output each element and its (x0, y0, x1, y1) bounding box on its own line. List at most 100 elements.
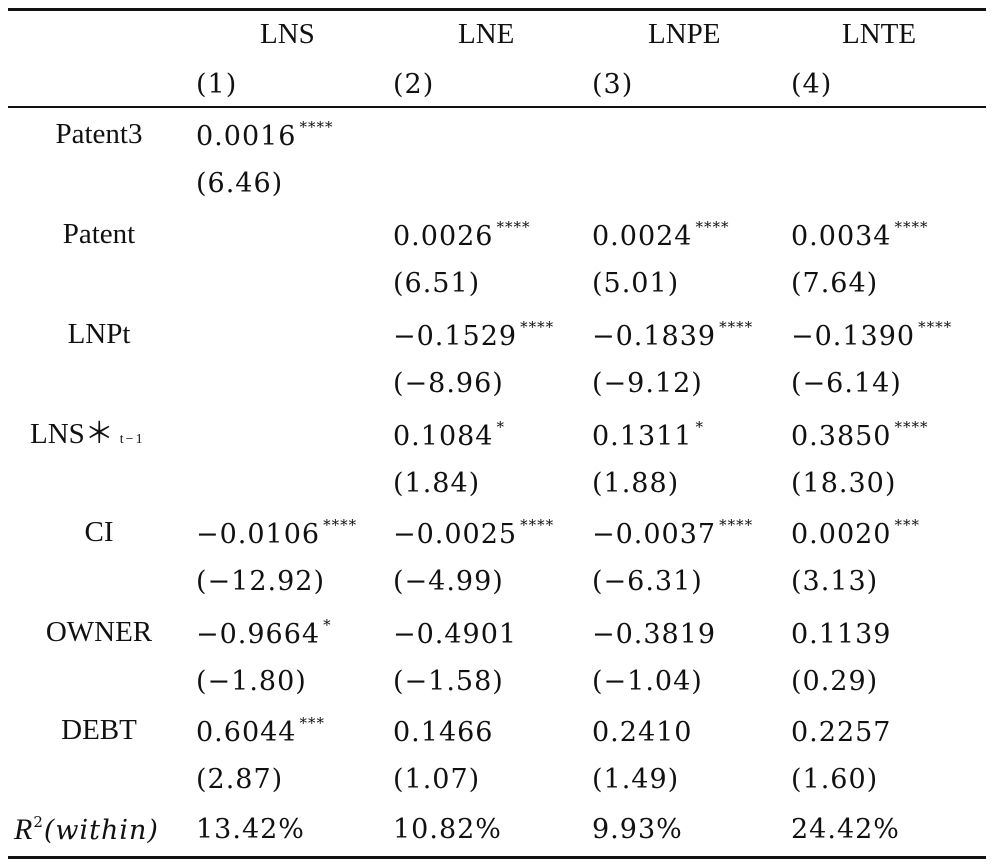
coef-lns-lag-3: 0.1311 * (592, 418, 704, 451)
column-header-4: LNTE (842, 18, 917, 50)
row-label-patent3: Patent3 (55, 118, 143, 150)
row-label-owner: OWNER (45, 616, 153, 648)
coef-owner-1: −0.9664 * (196, 616, 332, 650)
row-label-lns-lag: LNS＊ t−1 (30, 420, 145, 449)
coef-debt-2: 0.1466 (393, 716, 496, 746)
tstat-owner-2: (−1.58) (393, 666, 504, 697)
significance-stars: **** (918, 318, 953, 336)
row-label-debt: DEBT (61, 714, 137, 746)
tstat-owner-3: (−1.04) (592, 666, 703, 697)
coef-value: −0.1839 (592, 321, 717, 352)
tstat-patent-3: (5.01) (592, 268, 680, 299)
significance-stars: * (323, 616, 332, 634)
coef-value: 0.6044 (196, 717, 297, 748)
tstat-owner-4: (0.29) (791, 666, 879, 697)
tstat-lns-lag-2: (1.84) (393, 468, 481, 499)
tstat-debt-3: (1.49) (592, 764, 680, 795)
coef-patent-2: 0.0026 **** (393, 218, 531, 252)
coef-ci-2: −0.0025 **** (393, 516, 555, 549)
significance-stars: **** (520, 516, 555, 534)
coef-value: 0.1084 (393, 421, 494, 452)
tstat-lnpt-2: (−8.96) (393, 368, 504, 399)
coef-debt-3: 0.2410 (592, 716, 695, 746)
coef-value: −0.4901 (393, 619, 518, 650)
tstat-owner-1: (−1.80) (196, 666, 307, 697)
significance-stars: **** (299, 118, 334, 136)
significance-stars: **** (520, 318, 555, 336)
column-number-4: (4) (791, 69, 833, 100)
coef-value: −0.1529 (393, 321, 518, 352)
coef-value: 0.0034 (791, 221, 892, 252)
coef-value: 0.2257 (791, 717, 892, 748)
row-label-patent: Patent (62, 218, 136, 250)
significance-stars: *** (299, 714, 325, 732)
significance-stars: **** (719, 318, 754, 336)
coef-value: −0.9664 (196, 619, 321, 650)
coef-value: −0.1390 (791, 321, 916, 352)
tstat-ci-4: (3.13) (791, 566, 879, 597)
row-label-lnpt: LNPt (67, 318, 131, 350)
coef-lnpt-4: −0.1390 **** (791, 318, 953, 352)
coef-value: −0.3819 (592, 619, 717, 650)
r2-symbol: R (14, 813, 34, 846)
coef-owner-2: −0.4901 (393, 618, 520, 648)
column-number-3: (3) (592, 69, 634, 100)
coef-lnpt-2: −0.1529 **** (393, 318, 555, 352)
r2-value-3: 9.93% (592, 814, 683, 845)
table-bottom-rule (8, 856, 986, 859)
coef-ci-4: 0.0020 *** (791, 516, 920, 550)
tstat-ci-2: (−4.99) (393, 566, 504, 597)
tstat-lns-lag-4: (18.30) (791, 468, 897, 499)
coef-lnpt-3: −0.1839 **** (592, 318, 754, 352)
significance-stars: **** (894, 218, 929, 236)
tstat-lnpt-3: (−9.12) (592, 368, 703, 399)
coef-owner-4: 0.1139 (791, 618, 894, 648)
tstat-lnpt-4: (−6.14) (791, 368, 902, 399)
coef-value: 0.0016 (196, 121, 297, 152)
row-label-lns-lag-main: LNS＊ (30, 418, 114, 450)
tstat-debt-2: (1.07) (393, 764, 481, 795)
significance-stars: * (496, 418, 505, 436)
coef-value: 0.3850 (791, 421, 892, 452)
significance-stars: **** (695, 218, 730, 236)
r2-value-4: 24.42% (791, 814, 900, 845)
coef-value: −0.0037 (592, 519, 717, 550)
coef-debt-4: 0.2257 (791, 716, 894, 746)
row-label-ci: CI (84, 516, 114, 548)
significance-stars: * (695, 418, 704, 436)
coef-patent3-1: 0.0016 **** (196, 118, 334, 152)
table-top-rule (8, 8, 986, 11)
coef-value: 0.0020 (791, 519, 892, 550)
coef-lns-lag-2: 0.1084 * (393, 418, 505, 452)
coef-debt-1: 0.6044 *** (196, 714, 325, 748)
coef-patent-4: 0.0034 **** (791, 218, 929, 252)
r2-within: (within) (43, 815, 159, 846)
column-header-2: LNE (458, 18, 515, 50)
tstat-patent3-1: (6.46) (196, 168, 284, 199)
column-header-3: LNPE (648, 18, 721, 50)
coef-value: 0.2410 (592, 717, 693, 748)
coef-patent-3: 0.0024 **** (592, 218, 730, 252)
tstat-lns-lag-3: (1.88) (592, 468, 680, 499)
r2-value-2: 10.82% (393, 814, 502, 845)
column-number-2: (2) (393, 69, 435, 100)
row-label-r2: R2(within) (14, 815, 159, 845)
tstat-patent-4: (7.64) (791, 268, 879, 299)
coef-value: 0.0026 (393, 221, 494, 252)
r2-superscript: 2 (33, 813, 44, 831)
significance-stars: **** (894, 418, 929, 436)
coef-lns-lag-4: 0.3850 **** (791, 418, 929, 452)
coef-ci-3: −0.0037 **** (592, 518, 753, 550)
significance-stars: **** (323, 516, 358, 534)
tstat-ci-1: (−12.92) (196, 566, 325, 597)
significance-stars: **** (496, 218, 531, 236)
tstat-patent-2: (6.51) (393, 268, 481, 299)
coef-value: 0.1139 (791, 619, 892, 650)
row-label-lns-lag-subscript: t−1 (119, 432, 145, 447)
tstat-ci-3: (−6.31) (592, 566, 703, 597)
significance-stars: *** (894, 516, 920, 534)
coef-value: 0.1466 (393, 717, 494, 748)
coef-value: −0.0106 (196, 519, 321, 550)
coef-value: 0.0024 (592, 221, 693, 252)
